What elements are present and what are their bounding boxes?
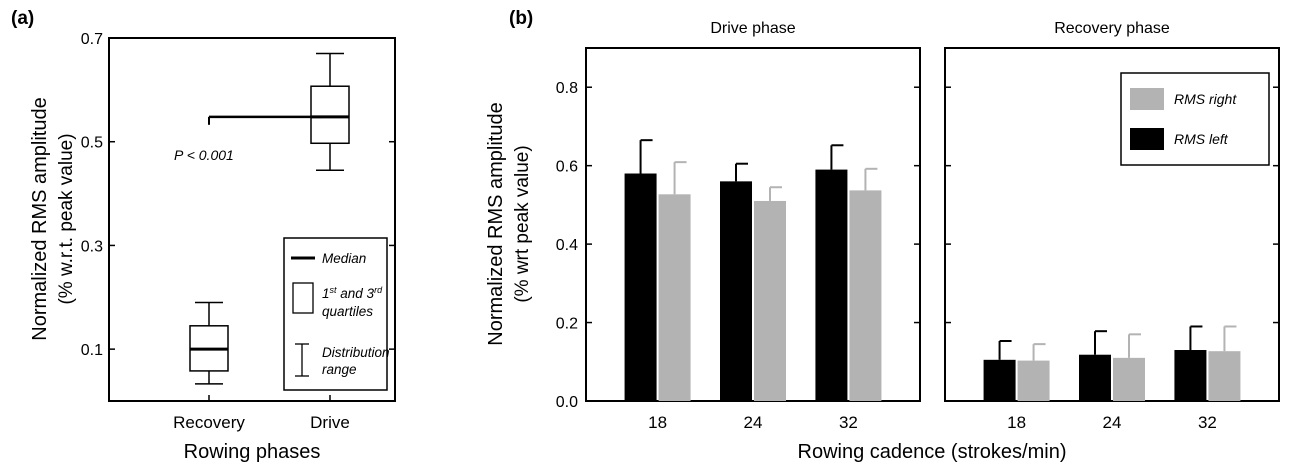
panel-a-y-label-line1: Normalized RMS amplitude [29,97,51,340]
panel-b-legend: RMS right RMS left [1120,72,1270,166]
rms-left-legend-swatch [1130,128,1164,150]
y-tick-label: 0.5 [81,135,103,152]
bar-rms-left-32 [1174,350,1207,401]
x-tick-label: Drive [310,413,350,432]
rms-right-legend-swatch [1130,88,1164,110]
drive-phase-title: Drive phase [710,20,795,37]
y-tick-label: 0.3 [81,238,103,255]
bar-rms-left-18 [983,359,1016,401]
bar-rms-right-24 [1113,357,1145,401]
quartile-legend-label-line2: quartiles [322,304,373,319]
quartile-legend-swatch [292,282,314,314]
x-tick-label: 24 [744,413,763,432]
panel-b: (b) Drive phase Recovery phase 0.0 0.2 0.4… [485,8,1280,463]
panel-b-legend-frame [1120,72,1270,166]
panel-a-label: (a) [11,8,34,29]
panel-a-x-label: Rowing phases [184,441,321,463]
range-legend-label-line1: Distribution [322,345,390,360]
bar-rms-left-24 [1079,354,1111,401]
range-legend-swatch [295,343,309,377]
x-tick-label: 32 [1198,413,1217,432]
median-legend-label: Median [322,251,366,266]
y-tick-label: 0.7 [81,31,103,48]
p-value-annotation: P < 0.001 [174,147,234,163]
panel-a-axes-frame [108,37,396,402]
range-legend-label-line2: range [322,362,357,377]
panel-b-x-label: Rowing cadence (strokes/min) [798,441,1067,463]
panel-b-bars [624,139,1241,401]
y-tick-label: 0.1 [81,342,103,359]
panel-a-boxes [189,52,350,385]
quartile-legend-label-line1: 1st and 3rd [322,285,383,301]
panel-a-legend-frame [283,237,388,391]
recovery-phase-axes-frame [944,47,1280,402]
bar-rms-right-32 [849,190,882,401]
bar-rms-right-32 [1208,351,1241,401]
panel-a-y-label-line2: (% w.r.t. peak value) [56,133,77,304]
panel-b-x-ticks: 18 24 32 18 24 32 [648,413,1217,432]
y-tick-label: 0.4 [556,237,578,254]
y-tick-label: 0.0 [556,394,578,411]
x-tick-label: Recovery [173,413,245,432]
drive-phase-axes-frame [585,47,921,402]
panel-a-y-ticks: 0.1 0.3 0.5 0.7 [81,31,395,359]
x-tick-label: 18 [1007,413,1026,432]
x-tick-label: 18 [648,413,667,432]
y-tick-label: 0.2 [556,316,578,333]
x-tick-label: 32 [839,413,858,432]
panel-b-y-label-line2: (% wrt peak value) [512,145,533,302]
bar-rms-right-18 [1017,360,1050,401]
panel-b-label: (b) [509,8,533,29]
y-tick-label: 0.6 [556,159,578,176]
bar-rms-left-32 [815,169,848,401]
rms-left-legend-label: RMS left [1174,131,1229,147]
panel-b-y-ticks: 0.0 0.2 0.4 0.6 0.8 [556,80,1279,411]
bar-rms-left-24 [720,181,752,401]
panel-a-x-ticks: Recovery Drive [173,395,350,432]
x-tick-label: 24 [1103,413,1122,432]
panel-b-y-label-line1: Normalized RMS amplitude [485,102,507,345]
recovery-phase-title: Recovery phase [1054,20,1170,37]
bar-rms-right-24 [754,200,786,401]
rms-right-legend-label: RMS right [1174,91,1237,107]
bar-rms-right-18 [658,194,691,401]
bar-rms-left-18 [624,173,657,401]
panel-a: (a) 0.1 0.3 0.5 0.7 Recovery Drive P < 0.001… [11,8,396,463]
panel-a-legend: Median 1st and 3rd quartiles Distributio… [283,237,390,391]
y-tick-label: 0.8 [556,80,578,97]
box-drive [310,85,350,145]
